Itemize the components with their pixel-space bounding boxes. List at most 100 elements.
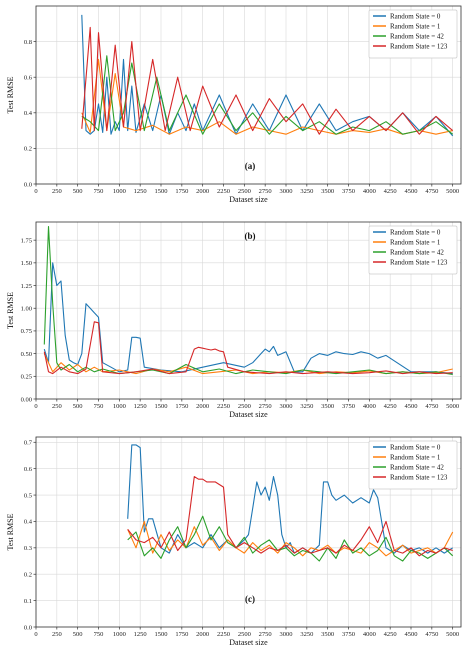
legend-entry: Random State = 0 [390,13,441,21]
x-tick-label: 2000 [196,403,209,410]
series-line-2 [81,55,454,135]
legend-entry: Random State = 42 [390,33,444,41]
x-tick-label: 750 [94,631,104,638]
x-tick-label: 1500 [155,188,168,195]
x-tick-label: 1000 [113,403,126,410]
legend-entry: Random State = 123 [390,474,448,482]
series-line-2 [43,225,453,376]
y-axis-label: Test RMSE [6,513,15,550]
x-tick-label: 4500 [405,631,418,638]
legend: Random State = 0 Random State = 1 Random S… [368,225,458,275]
y-tick-label: 0.1 [24,598,32,605]
panel-label: (c) [245,594,255,604]
y-tick-label: 0.25 [21,374,32,381]
x-tick-label: 2250 [217,403,230,410]
y-tick-label: 0.6 [24,466,33,473]
y-tick-label: 0.4 [24,519,33,526]
x-tick-label: 5000 [446,188,459,195]
y-tick-label: 0.0 [24,624,32,631]
x-tick-label: 4750 [425,403,438,410]
plot-frame [35,436,462,628]
y-tick-label: 0.7 [24,440,33,447]
x-tick-label: 2000 [196,188,209,195]
x-tick-label: 4250 [384,631,397,638]
x-tick-label: 4000 [363,631,376,638]
x-tick-label: 750 [94,188,104,195]
x-tick-label: 1250 [134,403,147,410]
y-tick-label: 0.50 [21,351,32,358]
series-line-3 [127,476,453,557]
x-tick-label: 2500 [238,188,251,195]
x-axis-label: Dataset size [229,638,268,647]
x-tick-label: 500 [73,631,83,638]
legend-entry: Random State = 42 [390,464,444,472]
legend-entry: Random State = 1 [390,23,441,31]
x-tick-label: 4750 [425,188,438,195]
x-tick-label: 250 [52,403,62,410]
x-tick-label: 3250 [300,403,313,410]
x-tick-label: 0 [34,403,37,410]
x-tick-label: 1750 [175,631,188,638]
x-tick-label: 2750 [259,188,272,195]
x-tick-label: 3250 [300,188,313,195]
x-tick-label: 1500 [155,403,168,410]
x-tick-label: 5000 [446,403,459,410]
plot-frame [35,221,462,400]
chart-panel-2: 0 250 500 750 1000 1250 1500 1750 2000 2250 2500 27… [6,221,462,419]
chart-panel-3: 0 250 500 750 1000 1250 1500 1750 2000 2250 2500 27… [6,436,462,647]
legend: Random State = 0 Random State = 1 Random S… [368,9,458,59]
x-tick-label: 0 [34,631,37,638]
y-tick-label: 1.25 [21,283,32,290]
series-line-0 [127,444,453,554]
legend-entry: Random State = 42 [390,249,444,257]
series-line-1 [81,58,453,135]
x-tick-label: 3750 [342,631,355,638]
y-tick-label: 0.75 [21,328,32,335]
y-tick-label: 0.2 [24,146,32,153]
series-line-2 [127,515,454,562]
y-tick-label: 0.5 [24,492,32,499]
x-tick-label: 3000 [280,403,293,410]
x-tick-label: 3000 [280,188,293,195]
legend-entry: Random State = 123 [390,259,448,267]
x-tick-label: 4500 [405,188,418,195]
x-tick-label: 1750 [175,403,188,410]
x-tick-label: 250 [52,188,62,195]
legend-entry: Random State = 123 [390,43,448,51]
x-tick-label: 2750 [259,403,272,410]
x-tick-label: 3000 [280,631,293,638]
x-tick-label: 3750 [342,188,355,195]
x-tick-label: 1750 [175,188,188,195]
legend-box [368,225,458,275]
legend: Random State = 0 Random State = 1 Random S… [368,440,458,490]
series-line-0 [43,262,453,375]
x-tick-label: 4250 [384,403,397,410]
y-tick-label: 0.0 [24,181,32,188]
series-line-3 [43,321,453,375]
legend-entry: Random State = 0 [390,444,441,452]
x-tick-label: 3500 [321,403,334,410]
y-tick-label: 0.3 [24,545,32,552]
x-axis-label: Dataset size [229,410,268,419]
y-tick-label: 1.75 [21,237,32,244]
x-tick-label: 500 [73,188,83,195]
x-tick-label: 5000 [446,631,459,638]
y-tick-label: 1.50 [21,260,32,267]
x-tick-label: 2250 [217,631,230,638]
x-tick-label: 4500 [405,403,418,410]
y-axis-label: Test RMSE [6,292,15,329]
y-tick-label: 0.2 [24,572,32,579]
x-tick-label: 3250 [300,631,313,638]
x-axis-label: Dataset size [229,195,268,204]
x-tick-label: 250 [52,631,62,638]
x-tick-label: 1000 [113,631,126,638]
y-tick-label: 0.00 [21,396,32,403]
legend-box [368,440,458,490]
y-tick-label: 0.6 [24,75,33,82]
y-tick-label: 1.00 [21,306,32,313]
y-tick-label: 0.8 [24,39,32,46]
legend-entry: Random State = 0 [390,229,441,237]
x-tick-label: 2250 [217,188,230,195]
x-tick-label: 4750 [425,631,438,638]
